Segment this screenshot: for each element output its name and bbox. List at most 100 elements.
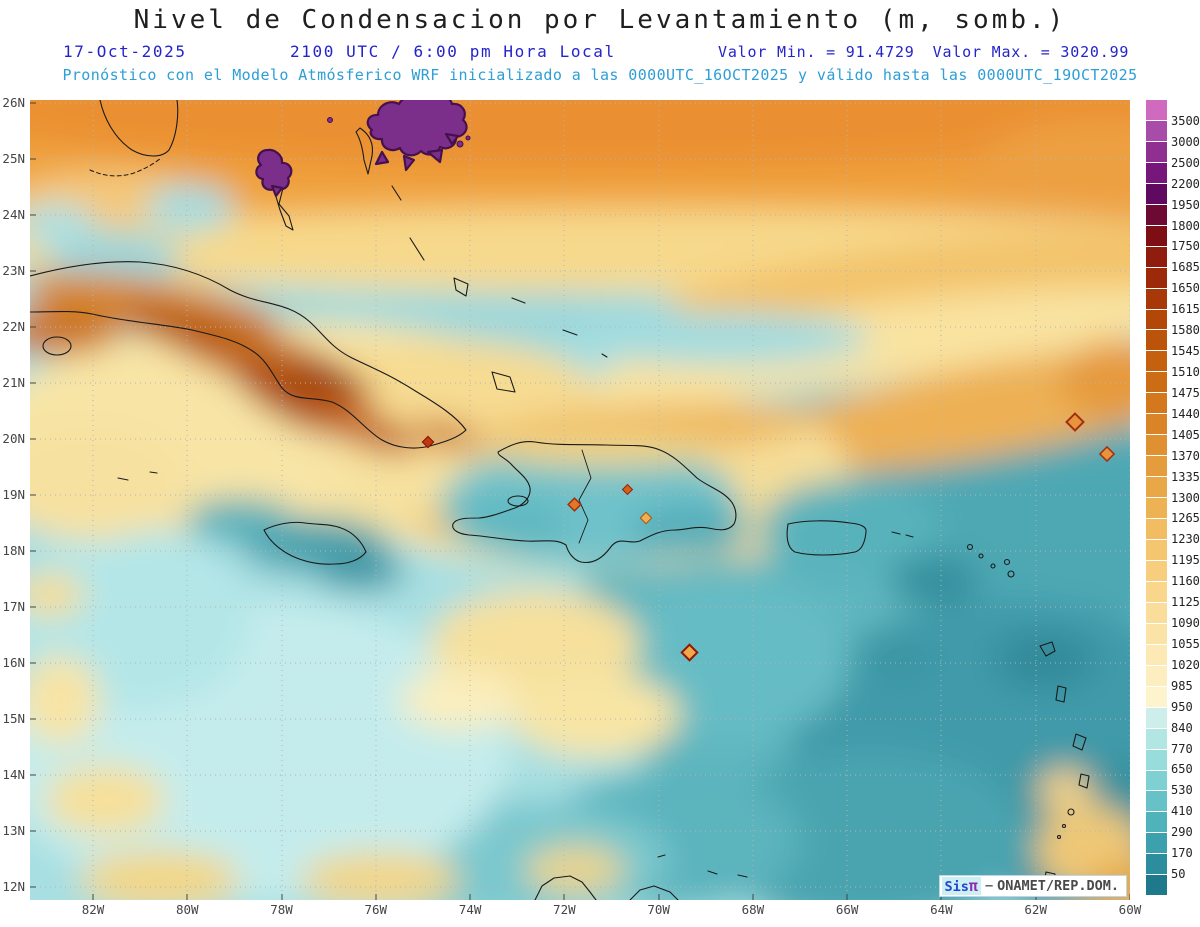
colorbar-tick-label: 290 bbox=[1171, 825, 1193, 840]
lat-label: 19N bbox=[2, 487, 25, 502]
colorbar-segment bbox=[1146, 204, 1167, 225]
colorbar-segment bbox=[1146, 183, 1167, 204]
colorbar-segment bbox=[1146, 351, 1167, 372]
colorbar-segment bbox=[1146, 749, 1167, 770]
colorbar-segment bbox=[1146, 644, 1167, 665]
colorbar-tick-label: 840 bbox=[1171, 720, 1193, 735]
lon-label: 80W bbox=[175, 902, 199, 917]
colorbar-tick-label: 1300 bbox=[1171, 490, 1200, 505]
colorbar-tick-label: 1685 bbox=[1171, 260, 1200, 275]
colorbar-tick-label: 3000 bbox=[1171, 134, 1200, 149]
model-info: Pronóstico con el Modelo Atmósferico WRF… bbox=[62, 66, 1138, 84]
colorbar-segment bbox=[1146, 854, 1167, 875]
colorbar-tick-label: 530 bbox=[1171, 783, 1193, 798]
colorbar-tick-label: 770 bbox=[1171, 741, 1193, 756]
colorbar-tick-label: 1580 bbox=[1171, 323, 1200, 338]
colorbar-segment bbox=[1146, 812, 1167, 833]
colorbar-tick-label: 1335 bbox=[1171, 469, 1200, 484]
colorbar-segment bbox=[1146, 560, 1167, 581]
colorbar-segment bbox=[1146, 540, 1167, 560]
colorbar-tick-label: 1020 bbox=[1171, 657, 1200, 672]
max-value: Valor Max. = 3020.99 bbox=[932, 43, 1130, 61]
colorbar-tick-label: 1370 bbox=[1171, 448, 1200, 463]
colorbar-segment bbox=[1146, 665, 1167, 686]
lat-label: 26N bbox=[2, 95, 25, 110]
lat-label: 16N bbox=[2, 655, 25, 670]
forecast-meta-row: 17-Oct-2025 2100 UTC / 6:00 pm Hora Loca… bbox=[0, 42, 1200, 62]
colorbar-tick-label: 950 bbox=[1171, 699, 1193, 714]
colorbar-segment bbox=[1146, 456, 1167, 477]
lat-label: 15N bbox=[2, 711, 25, 726]
watermark-separator: − bbox=[984, 878, 994, 894]
colorbar-segment bbox=[1146, 791, 1167, 812]
forecast-date: 17-Oct-2025 bbox=[63, 42, 187, 61]
colorbar-segment bbox=[1146, 477, 1167, 498]
purple-high-cells bbox=[255, 100, 471, 198]
colorbar-segment bbox=[1146, 246, 1167, 267]
colorbar-segment bbox=[1146, 393, 1167, 414]
colorbar-segment bbox=[1146, 581, 1167, 602]
colorbar-segment bbox=[1146, 288, 1167, 309]
lat-label: 23N bbox=[2, 263, 25, 278]
colorbar bbox=[1146, 100, 1167, 896]
colorbar-segment bbox=[1146, 414, 1167, 435]
colorbar-tick-label: 1650 bbox=[1171, 281, 1200, 296]
colorbar-tick-label: 985 bbox=[1171, 678, 1193, 693]
colorbar-tick-label: 1265 bbox=[1171, 511, 1200, 526]
colorbar-tick-label: 1055 bbox=[1171, 636, 1200, 651]
coastlines bbox=[30, 100, 1090, 900]
colorbar-tick-label: 1750 bbox=[1171, 239, 1200, 254]
colorbar-segment bbox=[1146, 372, 1167, 393]
lat-label: 14N bbox=[2, 767, 25, 782]
colorbar-tick-label: 3500 bbox=[1171, 113, 1200, 128]
map-canvas: Sisπ − ONAMET/REP.DOM. bbox=[30, 100, 1130, 900]
lon-label: 78W bbox=[270, 902, 293, 917]
colorbar-segment bbox=[1146, 100, 1167, 120]
colorbar-tick-label: 1475 bbox=[1171, 385, 1200, 400]
colorbar-segment bbox=[1146, 435, 1167, 456]
colorbar-segment bbox=[1146, 309, 1167, 330]
axis-ticks bbox=[30, 102, 1130, 900]
lat-label: 20N bbox=[2, 431, 25, 446]
colorbar-segment bbox=[1146, 225, 1167, 246]
colorbar-tick-label: 410 bbox=[1171, 804, 1193, 819]
lon-label: 70W bbox=[647, 902, 670, 917]
colorbar-tick-label: 1195 bbox=[1171, 553, 1200, 568]
colorbar-tick-label: 1230 bbox=[1171, 532, 1200, 547]
colorbar-tick-label: 1090 bbox=[1171, 616, 1200, 631]
colorbar-tick-label: 170 bbox=[1171, 846, 1193, 861]
max-value-markers bbox=[421, 412, 1116, 662]
colorbar-tick-label: 1545 bbox=[1171, 344, 1200, 359]
watermark-box: Sisπ − ONAMET/REP.DOM. bbox=[938, 875, 1127, 897]
colorbar-tick-label: 1160 bbox=[1171, 574, 1200, 589]
colorbar-tick-label: 1510 bbox=[1171, 364, 1200, 379]
colorbar-tick-label: 1405 bbox=[1171, 427, 1200, 442]
lon-label: 76W bbox=[364, 902, 388, 917]
lon-label: 62W bbox=[1024, 902, 1047, 917]
colorbar-segment bbox=[1146, 519, 1167, 540]
colorbar-tick-label: 1615 bbox=[1171, 302, 1200, 317]
colorbar-segment bbox=[1146, 330, 1167, 351]
watermark-brand: Sisπ bbox=[941, 877, 981, 895]
lat-label: 17N bbox=[2, 599, 25, 614]
colorbar-segment bbox=[1146, 602, 1167, 623]
pi-icon: π bbox=[968, 877, 978, 895]
colorbar-segment bbox=[1146, 833, 1167, 854]
lon-label: 74W bbox=[458, 902, 482, 917]
colorbar-segment bbox=[1146, 267, 1167, 288]
colorbar-tick-label: 1950 bbox=[1171, 197, 1200, 212]
colorbar-segment bbox=[1146, 141, 1167, 162]
watermark-brand-text: Sis bbox=[944, 879, 969, 895]
watermark-org: ONAMET/REP.DOM. bbox=[997, 878, 1119, 894]
lat-label: 21N bbox=[2, 375, 25, 390]
map-plot bbox=[30, 100, 1130, 900]
lat-label: 25N bbox=[2, 151, 25, 166]
lat-label: 22N bbox=[2, 319, 25, 334]
colorbar-tick-label: 2500 bbox=[1171, 155, 1200, 170]
colorbar-segment bbox=[1146, 770, 1167, 791]
lon-label: 66W bbox=[835, 902, 859, 917]
lon-label: 82W bbox=[81, 902, 105, 917]
colorbar-tick-label: 2200 bbox=[1171, 176, 1200, 191]
colorbar-segment bbox=[1146, 728, 1167, 749]
lat-label: 24N bbox=[2, 207, 25, 222]
